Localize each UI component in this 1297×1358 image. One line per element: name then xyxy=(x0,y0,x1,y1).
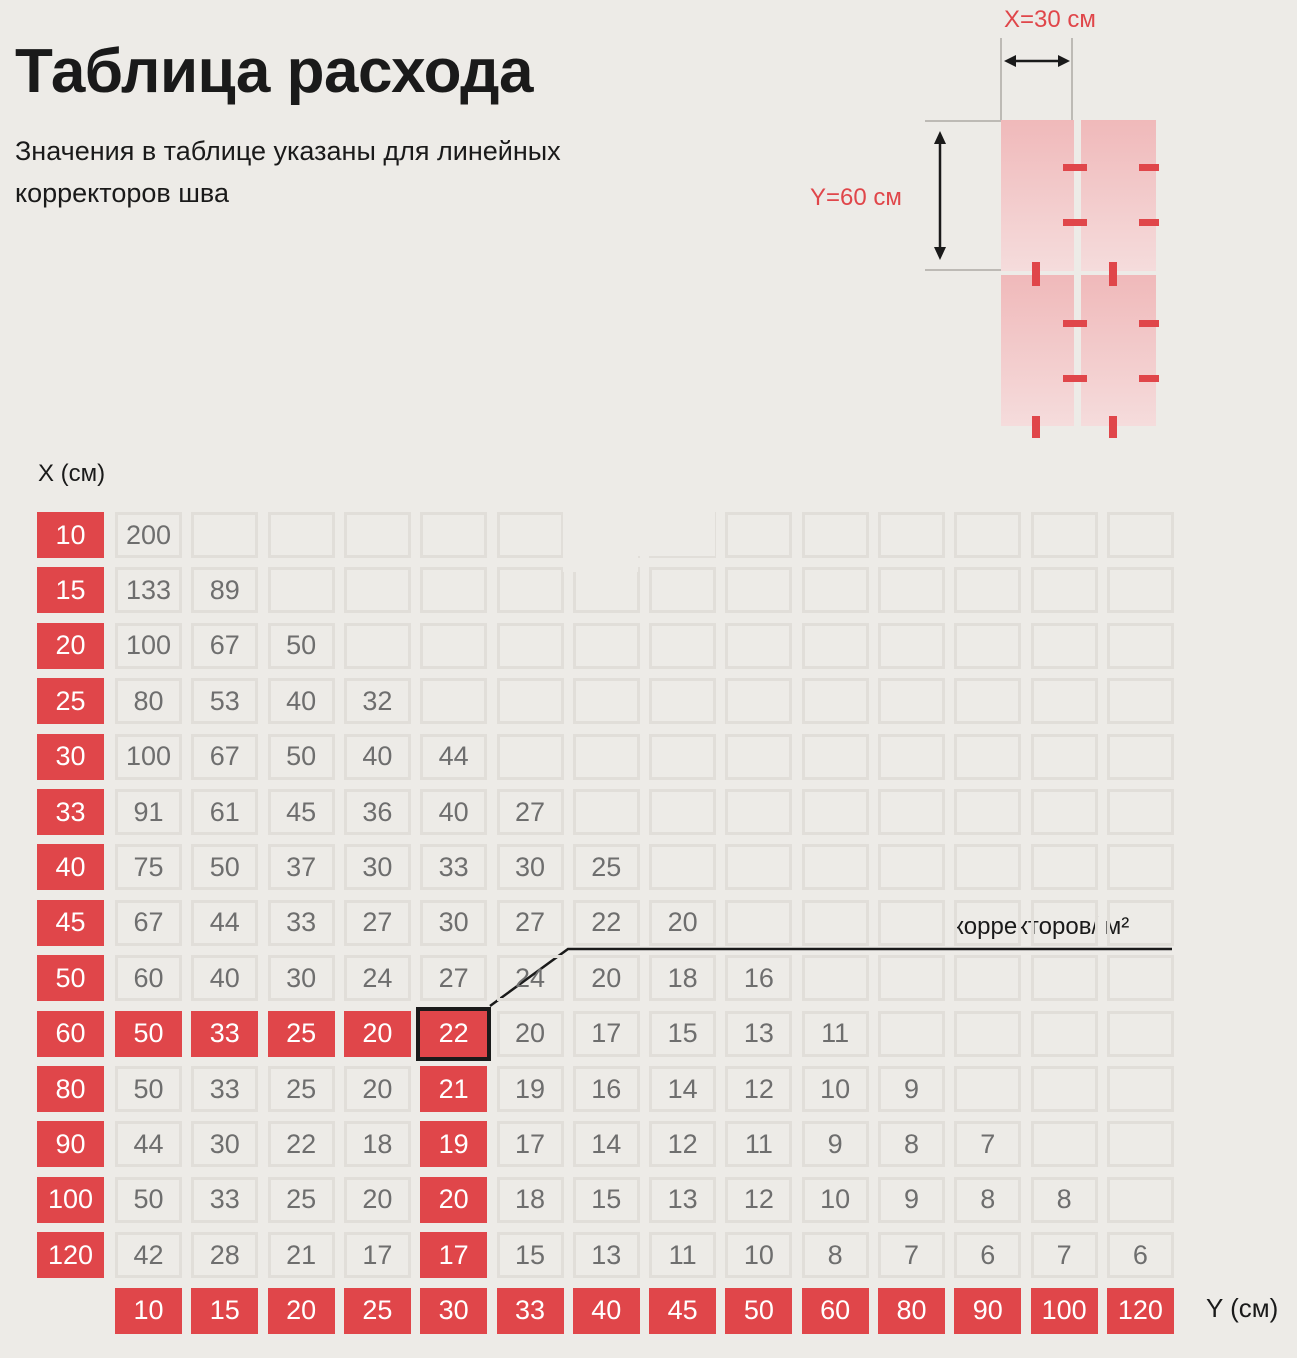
diagram-y-label: Y=60 см xyxy=(810,184,902,211)
tile xyxy=(1001,275,1074,426)
dimension-guides xyxy=(925,38,1073,271)
diagram-x-label: X=30 см xyxy=(1004,6,1096,33)
page-title: Таблица расхода xyxy=(15,37,534,106)
tile xyxy=(1081,120,1156,271)
x-axis-title: X (см) xyxy=(38,460,106,487)
y-axis-title: Y (см) xyxy=(1206,1293,1279,1323)
page-subtitle: Значения в таблице указаны для линейных … xyxy=(15,136,561,208)
unit-label: корректоров/ м² xyxy=(953,913,1130,940)
tile xyxy=(1081,275,1156,426)
tile xyxy=(1001,120,1074,271)
seam-correctors xyxy=(1032,164,1159,438)
legend-leader-line xyxy=(489,947,1172,1008)
dimension-arrows xyxy=(934,55,1070,260)
